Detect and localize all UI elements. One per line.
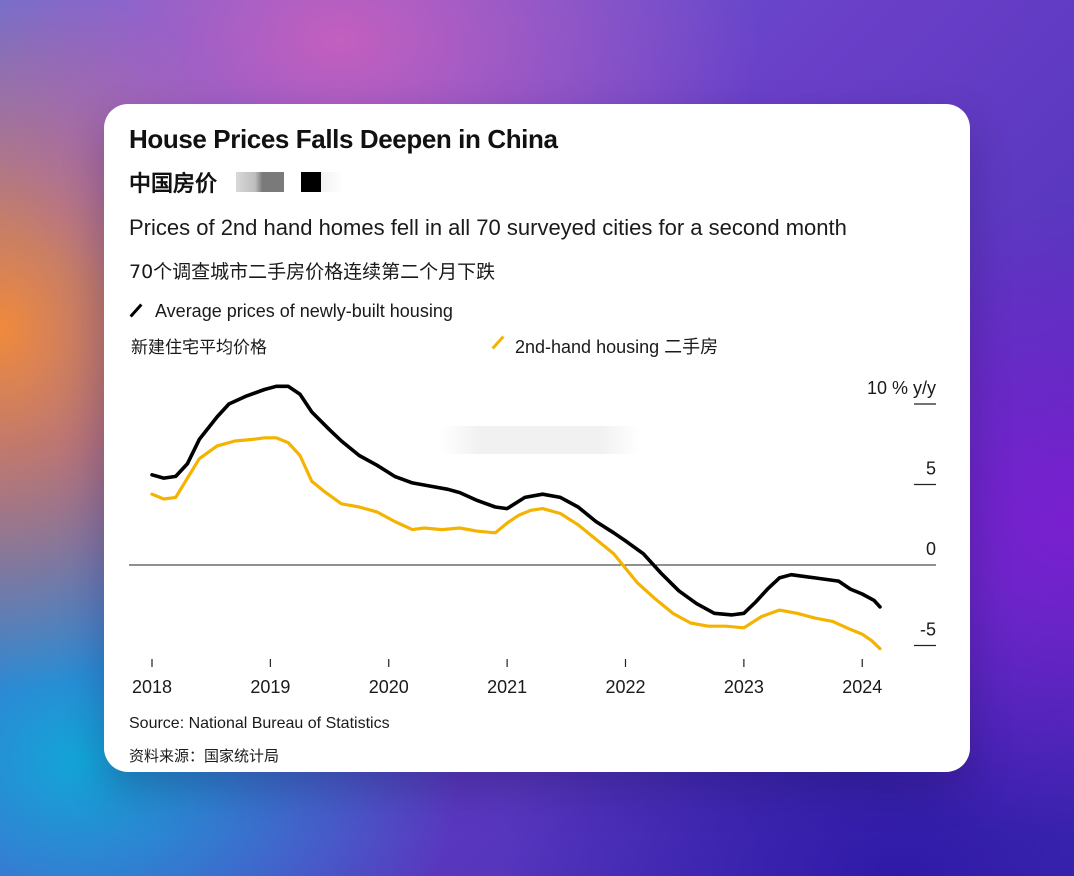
redaction-block-gray <box>236 172 284 192</box>
x-tick-label: 2018 <box>132 677 172 697</box>
source-note-cn: 资料来源：国家统计局 <box>129 747 280 765</box>
x-tick-label: 2024 <box>842 677 882 697</box>
watermark-blur <box>440 426 640 454</box>
x-tick-label: 2020 <box>369 677 409 697</box>
legend-label-new-housing: Average prices of newly-built housing <box>155 301 453 321</box>
x-tick-label: 2019 <box>250 677 290 697</box>
chart-subtitle: Prices of 2nd hand homes fell in all 70 … <box>129 215 847 240</box>
x-tick-label: 2023 <box>724 677 764 697</box>
chart-title: House Prices Falls Deepen in China <box>129 124 558 154</box>
redaction-block-black <box>301 172 321 192</box>
series-line-second-hand <box>150 436 882 651</box>
y-tick-label: 0 <box>926 539 936 559</box>
legend-label-second-hand: 2nd-hand housing 二手房 <box>515 337 719 357</box>
chart-title-cn: 中国房价 <box>129 172 218 197</box>
source-note: Source: National Bureau of Statistics <box>129 715 390 732</box>
legend-label-new-housing-cn: 新建住宅平均价格 <box>131 338 267 358</box>
series-line-new-housing <box>150 384 882 617</box>
redaction-block-fade <box>321 172 343 192</box>
line-chart: 10 % y/y 5 0 -5 2018 2019 2020 2021 2022 2023 2024 <box>129 378 936 697</box>
y-tick-label: -5 <box>920 620 936 640</box>
chart-subtitle-cn: 70个调查城市二手房价格连续第二个月下跌 <box>129 261 496 283</box>
chart-card: House Prices Falls Deepen in China 中国房价 … <box>104 104 970 772</box>
y-tick-label: 5 <box>926 459 936 479</box>
y-tick-label: 10 % y/y <box>867 378 936 398</box>
x-tick-label: 2021 <box>487 677 527 697</box>
x-tick-label: 2022 <box>605 677 645 697</box>
